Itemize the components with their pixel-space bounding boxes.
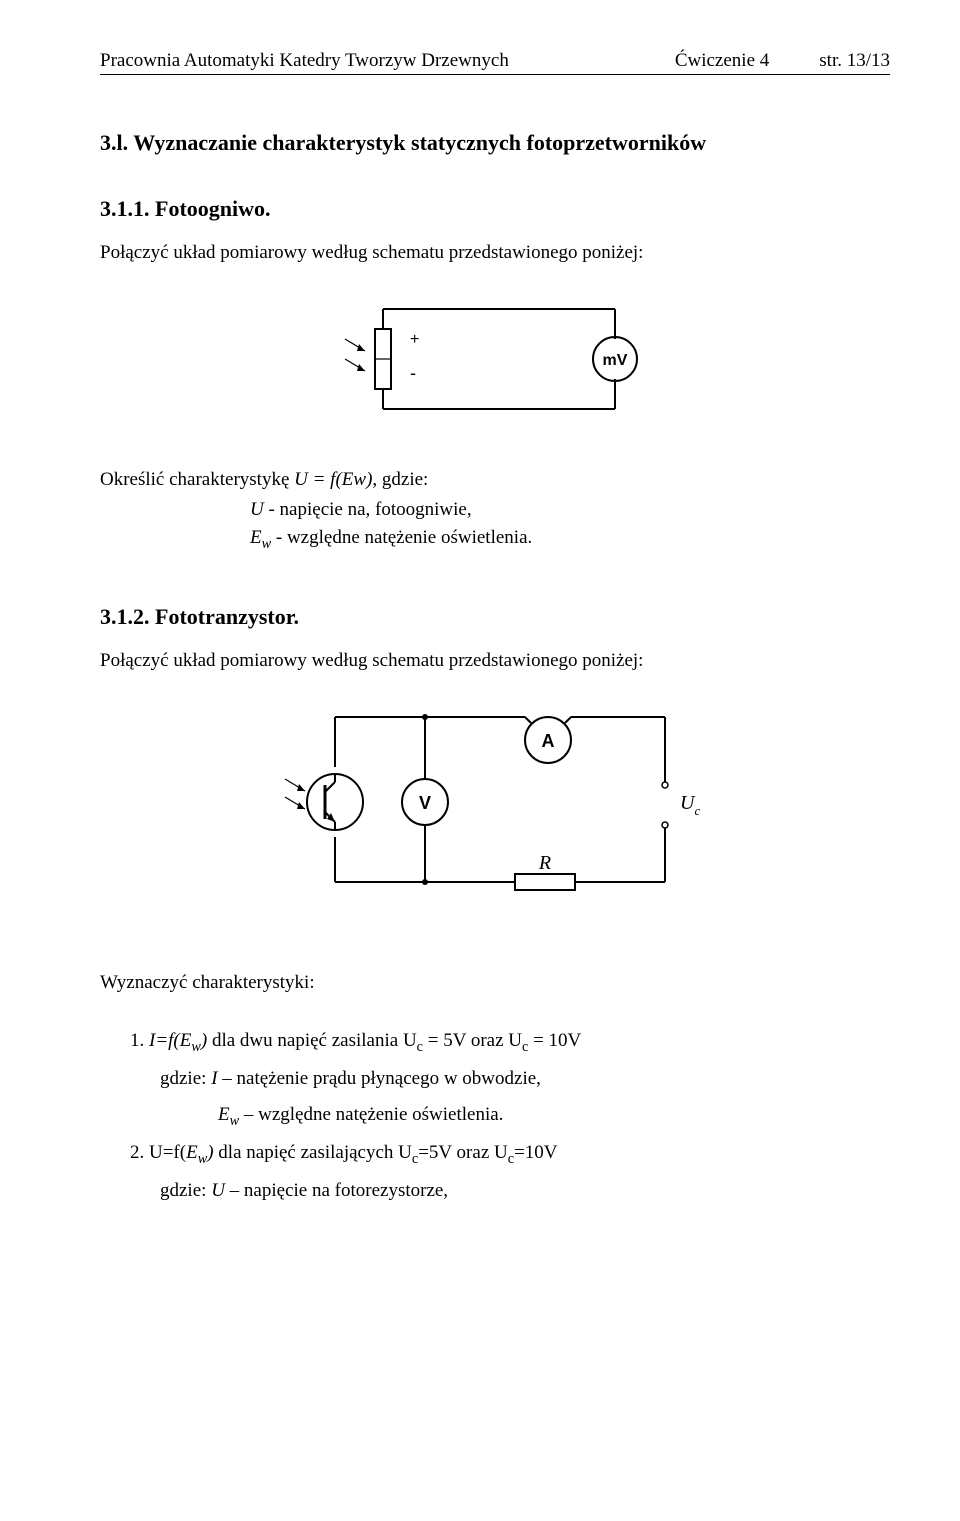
circuit-1-diagram: mV + - [100,289,890,434]
ew-definition: Ew - względne natężenie oświetlenia. [250,527,890,553]
u-definition: U - napięcie na, fotoogniwie, [250,499,890,521]
svg-text:Uc: Uc [680,792,700,818]
connect-text-2: Połączyć układ pomiarowy według schematu… [100,650,890,672]
svg-text:+: + [410,331,419,348]
svg-text:R: R [538,852,551,874]
header-page: str. 13/13 [819,50,890,72]
circuit-2-diagram: A Uc R [100,697,890,912]
list-heading: Wyznaczyć charakterystyki: [100,972,890,994]
svg-text:mV: mV [603,352,628,369]
svg-text:V: V [419,793,431,813]
section-311-title: 3.1.1. Fotoogniwo. [100,196,890,222]
header-left: Pracownia Automatyki Katedry Tworzyw Drz… [100,50,509,72]
list-item-1-sub2: Ew – względne natężenie oświetlenia. [218,1100,890,1133]
connect-text-1: Połączyć układ pomiarowy według schematu… [100,242,890,264]
section-312-title: 3.1.2. Fototranzystor. [100,604,890,630]
svg-text:-: - [410,363,416,383]
header-exercise: Ćwiczenie 4 [675,50,769,72]
page-header: Pracownia Automatyki Katedry Tworzyw Drz… [100,50,890,75]
svg-text:A: A [542,731,555,751]
list-item-1-sub1: gdzie: I – natężenie prądu płynącego w o… [160,1064,890,1094]
list-item-2-sub1: gdzie: U – napięcie na fotorezystorze, [160,1176,890,1206]
section-3l-title: 3.l. Wyznaczanie charakterystyk statyczn… [100,130,890,156]
list-item-2: 2. U=f(Ew) dla napięć zasilających Uc=5V… [130,1139,890,1170]
determine-text: Określić charakterystykę U = f(Ew), gdzi… [100,469,890,491]
list-item-1: 1. I=f(Ew) dla dwu napięć zasilania Uc =… [130,1027,890,1058]
